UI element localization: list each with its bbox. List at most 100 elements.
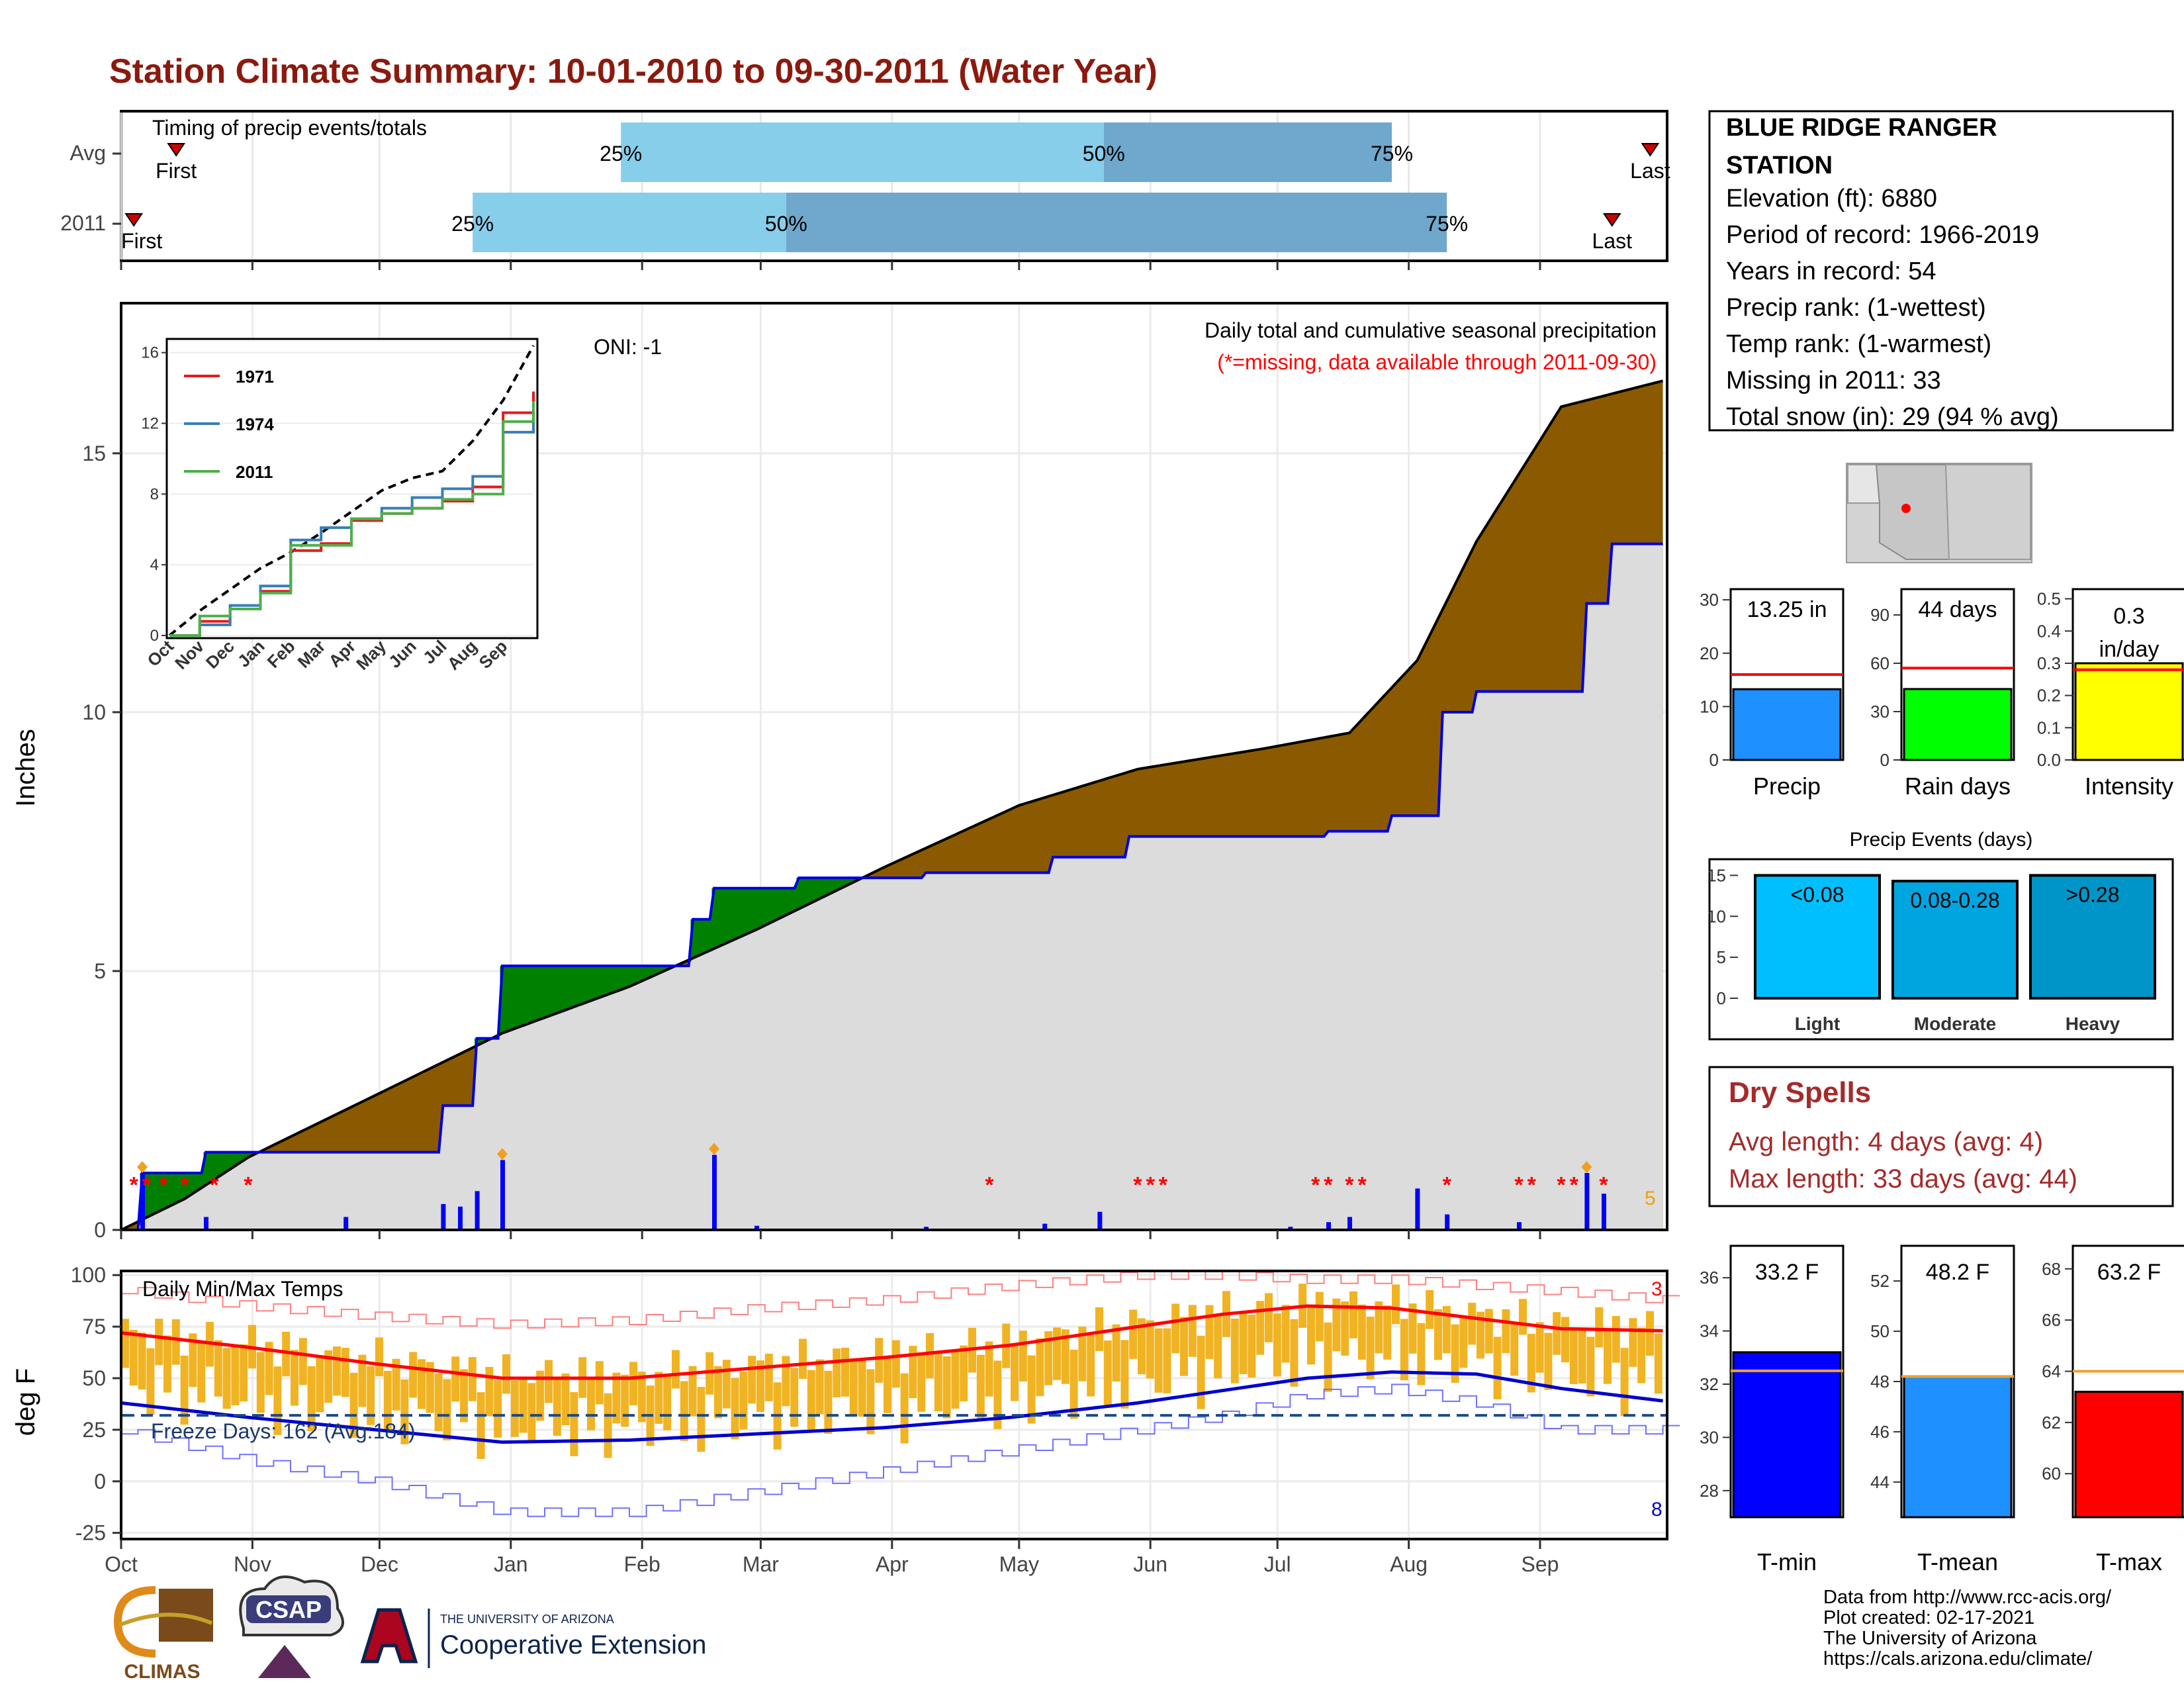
temp-summary-y-tick-label: 62 (2042, 1413, 2061, 1432)
temp-y-tick-label: 50 (82, 1366, 106, 1390)
intensity-summary-value2: in/day (2099, 637, 2160, 662)
daily-precip-bar (1584, 1172, 1590, 1230)
temp-title: Daily Min/Max Temps (142, 1277, 343, 1301)
tmax-value: 63.2 F (2097, 1260, 2161, 1285)
daily-temp-range-bar (418, 1359, 426, 1409)
ua-logo: THE UNIVERSITY OF ARIZONA Cooperative Ex… (360, 1608, 706, 1668)
daily-temp-range-bar (1553, 1312, 1561, 1355)
daily-temp-range-bar (451, 1356, 460, 1402)
daily-temp-range-bar (146, 1348, 155, 1415)
month-tick-label: Feb (624, 1552, 660, 1576)
daily-temp-range-bar (951, 1350, 960, 1409)
daily-temp-range-bar (1044, 1331, 1053, 1385)
temp-summary-y-tick-label: 36 (1700, 1268, 1719, 1288)
daily-temp-range-bar (875, 1338, 884, 1383)
daily-temp-range-bar (764, 1354, 773, 1401)
average-min-line (120, 1370, 1663, 1444)
missing-day-marker: * (1599, 1173, 1608, 1198)
temp-summary-panels: 28 30 32 34 36 44 46 48 50 52 60 62 64 66 68 T-min T-mea… (1700, 1244, 2184, 1575)
daily-precip-bar (1042, 1223, 1048, 1230)
daily-temp-range-bar (536, 1370, 545, 1421)
temp-y-tick-label: 0 (94, 1470, 106, 1493)
daily-temp-range-bar (976, 1354, 985, 1419)
missing-day-marker: * (985, 1173, 994, 1198)
daily-temp-range-bar (731, 1378, 739, 1440)
daily-temp-range-bar (375, 1337, 383, 1377)
event-bar (2029, 874, 2156, 1000)
tmin-value: 33.2 F (1755, 1260, 1819, 1285)
temp-y-tick-label: 100 (71, 1263, 106, 1287)
daily-temp-range-bar (612, 1372, 621, 1424)
daily-temp-range-bar (722, 1360, 731, 1409)
rain-days-summary: 0 30 60 90 44 days Rain days (1870, 588, 2015, 800)
daily-precip-bar (458, 1206, 463, 1230)
dry-spells-max: Max length: 33 days (avg: 44) (1729, 1164, 2077, 1194)
temp-summary-y-tick-label: 28 (1700, 1481, 1719, 1501)
daily-temp-range-bar (426, 1362, 434, 1413)
station-temp-rank: Temp rank: (1-warmest) (1726, 330, 1991, 358)
daily-temp-range-bar (1061, 1329, 1069, 1384)
daily-temp-range-bar (1027, 1355, 1036, 1424)
daily-temp-range-bar (443, 1379, 451, 1440)
map-state-west (1847, 464, 1881, 504)
timing-bar-q2 (473, 193, 786, 252)
timing-p25-label: 25% (600, 142, 642, 165)
daily-temp-range-bar (926, 1333, 934, 1379)
daily-temp-range-bar (1290, 1319, 1298, 1387)
month-tick-label: Nov (234, 1552, 271, 1576)
daily-temp-range-bar (858, 1359, 866, 1417)
timing-p75-label: 75% (1426, 212, 1468, 236)
daily-temp-range-bar (1417, 1323, 1426, 1385)
month-tick-label: Sep (1522, 1552, 1559, 1576)
daily-temp-range-bar (392, 1358, 400, 1411)
daily-temp-range-bar (1154, 1328, 1163, 1393)
daily-temp-range-bar (468, 1357, 477, 1401)
daily-temp-range-bar (214, 1340, 222, 1397)
dry-spells-panel: Dry Spells Avg length: 4 days (avg: 4) M… (1708, 1066, 2174, 1207)
daily-temp-range-bar (833, 1348, 841, 1397)
daily-temp-range-bar (1595, 1307, 1604, 1348)
daily-temp-range-bar (1248, 1315, 1256, 1378)
daily-temp-range-bar (629, 1362, 637, 1405)
daily-temp-range-bar (1341, 1301, 1349, 1356)
daily-temp-range-bar (688, 1366, 697, 1417)
daily-temp-range-bar (460, 1369, 468, 1423)
daily-temp-range-bar (502, 1354, 510, 1394)
daily-temp-range-bar (1214, 1316, 1222, 1379)
daily-temp-range-bar (1307, 1305, 1315, 1365)
tmax-xlabel: T-max (2096, 1548, 2162, 1575)
inset-line-2011 (169, 401, 535, 637)
events-y-tick-label: 5 (1717, 947, 1726, 967)
first-event-label: First (121, 229, 162, 253)
daily-temp-range-bar (655, 1372, 663, 1424)
missing-markers: * * * * * * * * * * * * * * * * * * * * (130, 1173, 1609, 1198)
record-max-line (121, 1270, 1680, 1329)
month-tick-label: Aug (1390, 1552, 1428, 1576)
daily-temp-range-bar (282, 1331, 291, 1377)
map-state-east (1944, 464, 2031, 560)
timing-bar-q3 (786, 193, 1447, 252)
daily-precip-bar (924, 1227, 929, 1230)
rain-days-summary-value: 44 days (1918, 597, 1997, 622)
daily-precip-bar (204, 1217, 208, 1230)
station-period: Period of record: 1966-2019 (1726, 221, 2039, 249)
station-location-marker (1901, 504, 1911, 513)
summary-bar (1732, 688, 1842, 761)
daily-temp-range-bar (621, 1374, 629, 1427)
daily-temp-range-bar (333, 1346, 341, 1396)
map-state-arizona (1875, 464, 1950, 560)
event-category-label: Moderate (1914, 1013, 1996, 1034)
daily-temp-range-bar (1315, 1291, 1324, 1342)
summary-bar (2074, 662, 2184, 761)
climas-swoosh (118, 1613, 213, 1627)
temp-summary-bar (1903, 1375, 2013, 1519)
daily-temp-range-bar (1324, 1322, 1332, 1392)
temp-summary-y-tick-label: 34 (1700, 1321, 1719, 1341)
timing-panel: 25% 50% 75% First Last 25% 50% 75% First Last Tim… (60, 110, 1670, 270)
tmean-value: 48.2 F (1926, 1260, 1989, 1285)
average-max-line (120, 1304, 1663, 1380)
first-event-marker (124, 213, 144, 227)
temp-summary-y-tick-label: 30 (1700, 1427, 1719, 1447)
daily-temp-range-bar (993, 1360, 1002, 1429)
